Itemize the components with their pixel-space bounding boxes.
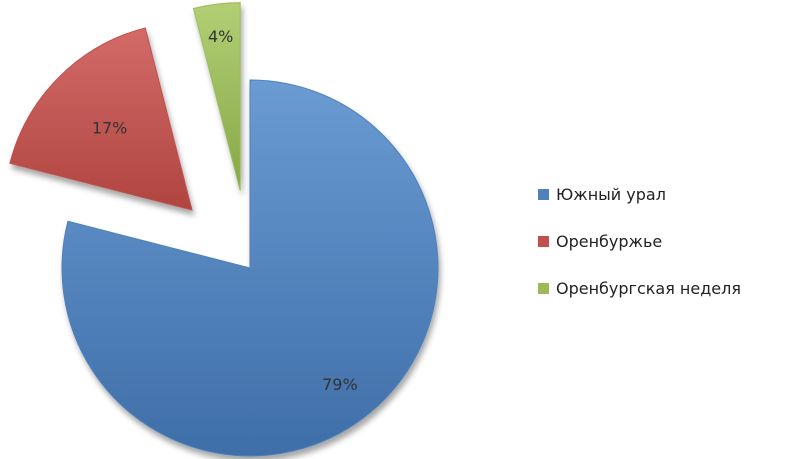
slice-label-orenburzhye: 17% <box>92 119 128 138</box>
pie-slice-yuzhny-ural <box>61 79 439 457</box>
legend-swatch-icon <box>538 235 549 247</box>
slice-label-yuzhny-ural: 79% <box>322 375 358 394</box>
legend-item-yuzhny-ural: Южный урал <box>538 184 788 204</box>
slice-label-orenburgskaya-nedelya: 4% <box>208 27 233 46</box>
pie-slice-orenburgskaya-nedelya <box>192 2 241 191</box>
legend-label: Оренбургская неделя <box>556 278 741 298</box>
legend-swatch-icon <box>538 282 549 294</box>
legend-item-orenburgskaya-nedelya: Оренбургская неделя <box>538 278 788 298</box>
legend-item-orenburzhye: Оренбуржье <box>538 231 788 251</box>
chart-legend: Южный урал Оренбуржье Оренбургская недел… <box>538 184 788 325</box>
legend-label: Южный урал <box>556 184 666 204</box>
legend-label: Оренбуржье <box>556 231 663 251</box>
legend-swatch-icon <box>538 188 549 200</box>
pie-slice-orenburzhye <box>9 27 193 211</box>
